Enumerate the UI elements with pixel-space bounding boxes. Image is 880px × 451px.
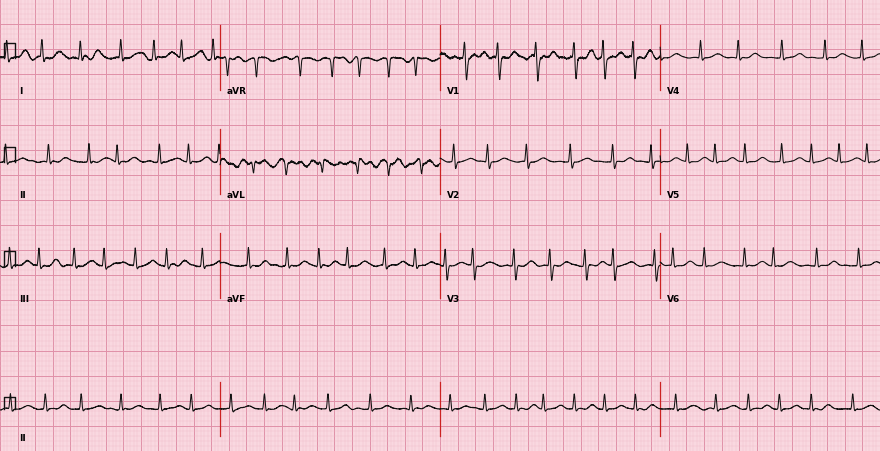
Text: I: I (19, 87, 23, 96)
Text: aVF: aVF (227, 294, 246, 303)
Text: aVR: aVR (227, 87, 247, 96)
Text: II: II (19, 190, 26, 199)
Text: V3: V3 (447, 294, 460, 303)
Text: III: III (19, 294, 30, 303)
Text: V5: V5 (667, 190, 680, 199)
Text: V1: V1 (447, 87, 460, 96)
Text: aVL: aVL (227, 190, 246, 199)
Text: V4: V4 (667, 87, 680, 96)
Text: V6: V6 (667, 294, 680, 303)
Text: II: II (19, 433, 26, 442)
Text: V2: V2 (447, 190, 460, 199)
